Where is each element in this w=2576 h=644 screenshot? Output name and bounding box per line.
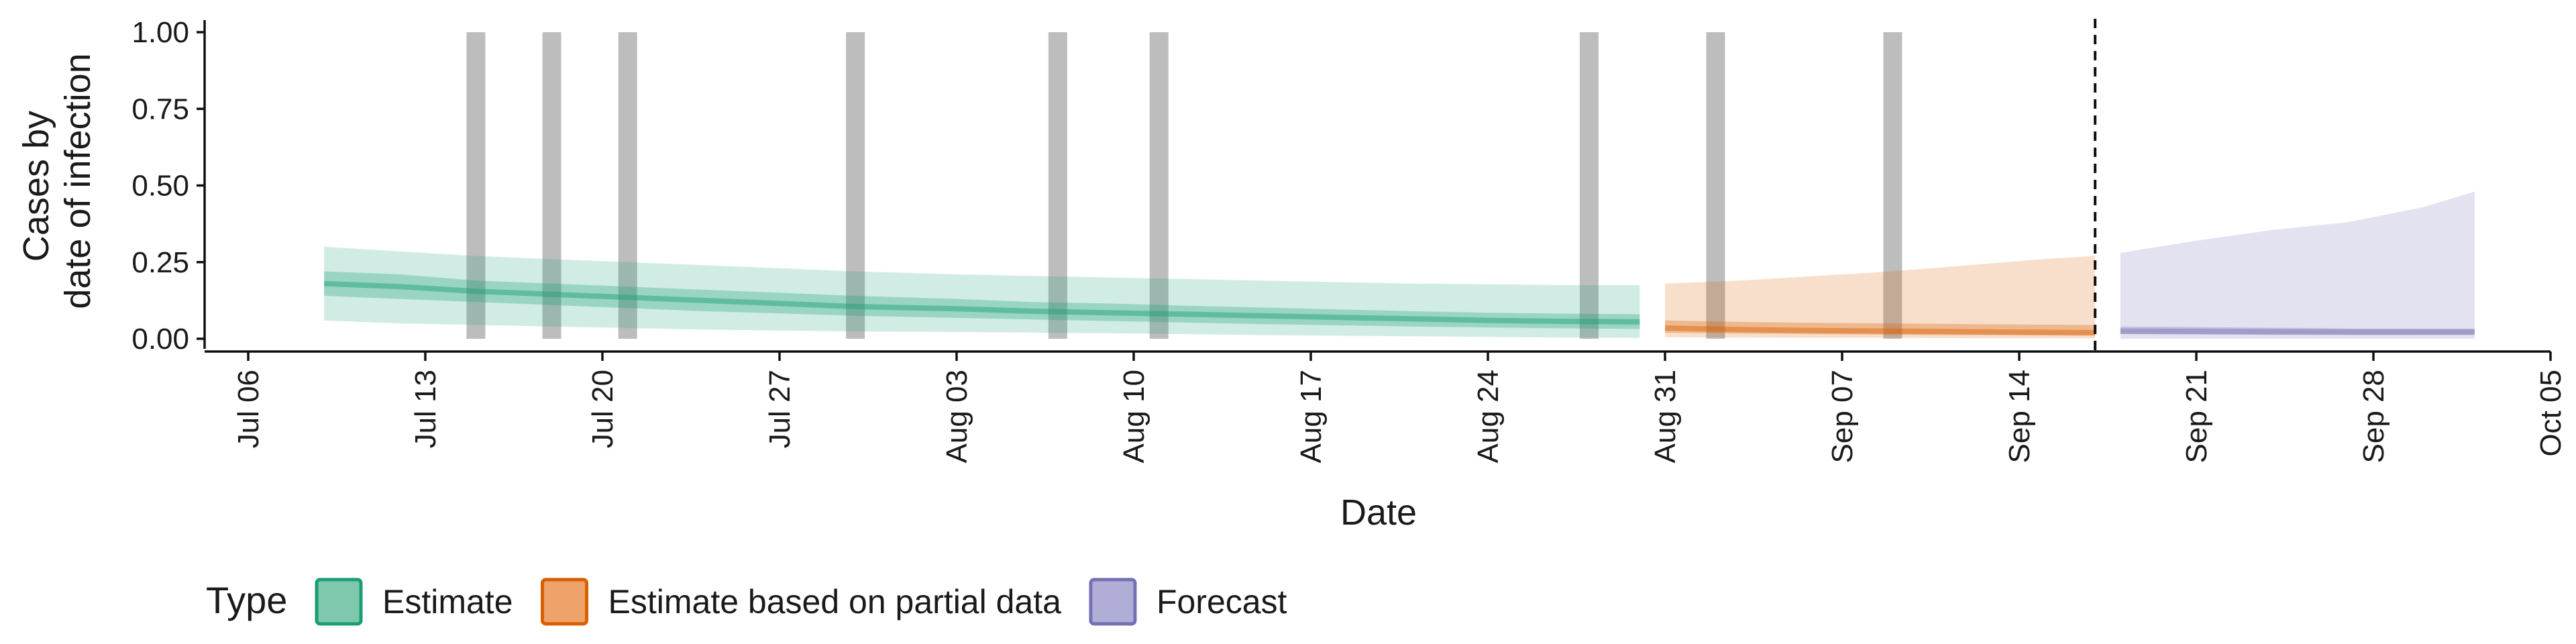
legend-swatch-3 bbox=[1089, 578, 1137, 626]
forecast-median-line bbox=[2120, 328, 2475, 335]
y-ticks: 0.00 0.25 0.50 0.75 1.00 bbox=[131, 16, 205, 356]
median-lines bbox=[323, 280, 2475, 335]
estimate-based-on-partial-data-median-line bbox=[1664, 325, 2096, 335]
uncertainty-bands bbox=[324, 191, 2475, 339]
legend-swatch-1 bbox=[315, 578, 363, 626]
x-tick-label: Aug 24 bbox=[1472, 370, 1505, 463]
x-tick-label: Jul 20 bbox=[586, 370, 619, 448]
highlight-bar-7 bbox=[1579, 32, 1599, 339]
x-tick-label: Jul 27 bbox=[763, 370, 796, 448]
x-tick-label: Jul 06 bbox=[232, 370, 265, 448]
x-axis-title: Date bbox=[1340, 492, 1417, 533]
legend-label-2: Estimate based on partial data bbox=[608, 583, 1062, 621]
y-axis-title-line-2: date of infection bbox=[58, 53, 98, 309]
axes: 0.000.250.500.751.00 Jul 06 Jul 13 Jul 20 J… bbox=[131, 16, 2567, 463]
highlight-bar-1 bbox=[466, 32, 486, 339]
highlight-bars bbox=[466, 32, 1902, 339]
highlight-bar-3 bbox=[618, 32, 637, 339]
y-tick-label: 0.25 bbox=[131, 246, 189, 279]
x-tick-label: Aug 03 bbox=[941, 370, 973, 463]
x-tick-label: Aug 17 bbox=[1295, 370, 1328, 463]
forecast-outer-band bbox=[2120, 191, 2475, 339]
estimate-based-on-partial-data-outer-band bbox=[1665, 256, 2096, 339]
x-tick-label: Sep 14 bbox=[2003, 370, 2036, 463]
legend-swatch-2 bbox=[541, 578, 589, 626]
x-tick-label: Aug 31 bbox=[1649, 370, 1682, 463]
legend-label-1: Estimate bbox=[382, 583, 513, 621]
legend-label-3: Forecast bbox=[1157, 583, 1287, 621]
x-tick-label: Aug 10 bbox=[1118, 370, 1150, 463]
y-tick-label: 1.00 bbox=[131, 16, 189, 49]
highlight-bar-2 bbox=[542, 32, 561, 339]
highlight-bar-8 bbox=[1706, 32, 1725, 339]
forecast-inner-band bbox=[2120, 326, 2475, 335]
legend-title: Type bbox=[206, 579, 287, 621]
highlight-bar-4 bbox=[846, 32, 865, 339]
x-tick-label: Sep 21 bbox=[2180, 370, 2213, 463]
x-ticks: Jul 06 Jul 13 Jul 20 Jul 27 Aug 03 Aug 10 Aug … bbox=[232, 352, 2567, 463]
x-tick-label: Jul 13 bbox=[409, 370, 442, 448]
legend: Type Estimate Estimate based on partial d… bbox=[206, 578, 1287, 626]
y-axis-title: Cases by date of infection bbox=[16, 53, 98, 309]
x-tick-label: Sep 07 bbox=[1826, 370, 1859, 463]
y-axis-title-line-1: Cases by bbox=[16, 111, 56, 262]
x-tick-label: Oct 05 bbox=[2534, 370, 2567, 457]
y-tick-label: 0.50 bbox=[131, 170, 189, 203]
y-tick-label: 0.00 bbox=[131, 323, 189, 356]
estimate-inner-band bbox=[324, 271, 1640, 329]
highlight-bar-9 bbox=[1883, 32, 1902, 339]
estimate-outer-band bbox=[324, 246, 1640, 338]
legend-entries: Estimate Estimate based on partial data Fo… bbox=[315, 578, 1287, 626]
estimate-median-line bbox=[323, 280, 1640, 325]
highlight-bar-5 bbox=[1048, 32, 1067, 339]
estimate-based-on-partial-data-inner-band bbox=[1665, 320, 2096, 336]
highlight-bar-6 bbox=[1149, 32, 1169, 339]
x-tick-label: Sep 28 bbox=[2357, 370, 2390, 463]
y-tick-label: 0.75 bbox=[131, 93, 189, 125]
